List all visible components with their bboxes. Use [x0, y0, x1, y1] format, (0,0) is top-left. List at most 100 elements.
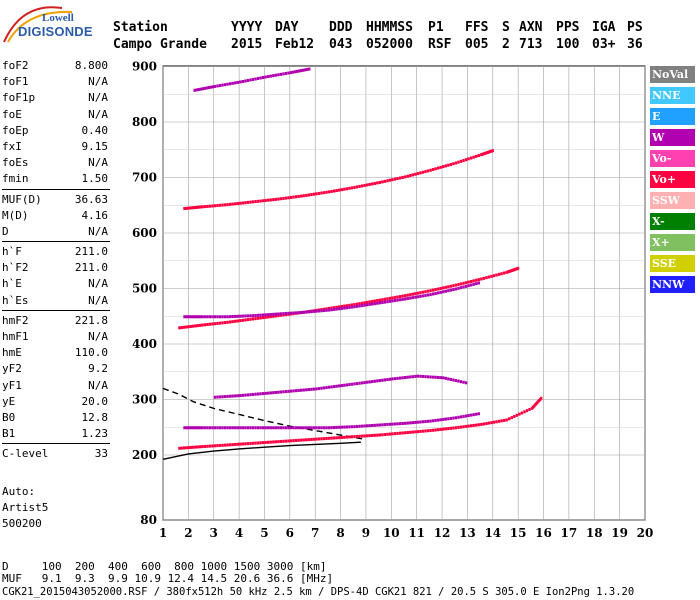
trace-point	[434, 291, 437, 295]
trace-point	[363, 434, 366, 438]
trace-point	[226, 82, 229, 86]
trace-point	[383, 433, 387, 437]
trace-point	[409, 421, 412, 425]
trace-point	[231, 394, 234, 398]
trace-point	[206, 315, 209, 319]
trace-point	[485, 276, 488, 280]
trace-point	[246, 442, 250, 446]
header-label-pps: PPS	[556, 20, 580, 35]
trace-point	[274, 73, 278, 77]
trace-point	[305, 388, 308, 392]
header-value-axn: 713	[519, 37, 543, 52]
trace-point	[246, 393, 250, 397]
trace-point	[284, 390, 288, 394]
trace-point	[310, 387, 313, 391]
trace-point	[203, 444, 206, 448]
param-value: 1.23	[81, 427, 109, 441]
trace-point	[199, 205, 202, 209]
header-value-hhmmss: 052000	[366, 37, 413, 52]
trace-point	[256, 392, 260, 396]
trace-point	[322, 426, 326, 430]
trace-point	[320, 191, 323, 195]
trace-point	[256, 76, 260, 80]
trace-point	[373, 302, 376, 306]
trace-point	[381, 298, 384, 302]
x-tick-label: 13	[459, 526, 476, 540]
trace-point	[449, 377, 453, 381]
trace-point	[299, 388, 303, 392]
trace-point	[218, 443, 222, 447]
trace-point	[469, 413, 473, 417]
trace-point	[477, 278, 480, 282]
trace-point	[444, 417, 447, 421]
trace-point	[419, 291, 422, 295]
trace-point	[189, 324, 193, 328]
trace-point	[196, 324, 199, 328]
trace-point	[436, 428, 440, 432]
trace-point	[378, 379, 382, 383]
trace-point	[256, 316, 260, 320]
trace-point	[454, 161, 458, 165]
trace-point	[401, 297, 404, 301]
header-label-hhmmss: HHMMSS	[366, 20, 413, 35]
y-tick-label: 900	[132, 60, 157, 74]
param-value: 211.0	[74, 261, 108, 275]
trace-point	[226, 320, 229, 324]
trace-point	[509, 269, 512, 273]
param-name: hmF2	[2, 313, 29, 327]
trace-point	[338, 425, 341, 429]
trace-point	[201, 315, 204, 319]
trace-point	[187, 446, 190, 450]
trace-point	[528, 407, 531, 411]
trace-point	[483, 151, 487, 155]
trace-point	[197, 426, 200, 430]
trace-point	[234, 442, 237, 446]
trace-point	[343, 435, 346, 439]
x-tick-label: 1	[159, 526, 167, 540]
trace-point	[269, 315, 272, 319]
trace-point	[256, 426, 260, 430]
param-name: h`Es	[2, 293, 29, 307]
trace-point	[462, 414, 465, 418]
trace-point	[207, 86, 211, 90]
trace-point	[236, 80, 239, 84]
trace-point	[277, 440, 280, 444]
trace-point	[388, 422, 392, 426]
trace-point	[231, 315, 234, 319]
trace-point	[371, 302, 374, 306]
trace-point	[327, 308, 331, 312]
ionogram-plot: 1 2 3 4 5 6 7 8 9 10 11 12 13 14 15 16 17 18 19 20802003004…	[132, 60, 653, 541]
param-name: yE	[2, 394, 16, 408]
trace-point	[424, 293, 427, 297]
trace-point	[239, 319, 242, 323]
trace-point	[335, 436, 338, 440]
trace-point	[469, 279, 473, 283]
trace-point	[510, 416, 513, 420]
trace-point	[401, 175, 404, 179]
trace-point	[236, 426, 239, 430]
param-row-fof1p: foF1p N/A	[2, 90, 108, 106]
x-tick-label: 10	[383, 526, 400, 540]
trace-point	[371, 182, 374, 186]
trace-point	[442, 376, 445, 380]
param-row-hf2: h`F2 211.0	[2, 260, 108, 276]
trace-point	[297, 388, 300, 392]
trace-point	[239, 201, 242, 205]
trace-point	[294, 389, 298, 393]
header-label-yyyy: YYYY	[231, 20, 263, 35]
trace-point	[325, 436, 328, 440]
trace-point	[426, 169, 430, 173]
trace-point	[267, 426, 270, 430]
trace-point	[447, 285, 450, 289]
trace-point	[228, 315, 232, 319]
trace-point	[284, 196, 288, 200]
trace-point	[467, 414, 470, 418]
trace-point	[391, 296, 394, 300]
trace-point	[358, 434, 361, 438]
trace-point	[312, 387, 316, 391]
param-value: N/A	[88, 107, 108, 121]
trace-point	[327, 385, 331, 389]
trace-point	[477, 154, 480, 158]
trace-point	[209, 85, 213, 89]
trace-point	[213, 84, 217, 88]
